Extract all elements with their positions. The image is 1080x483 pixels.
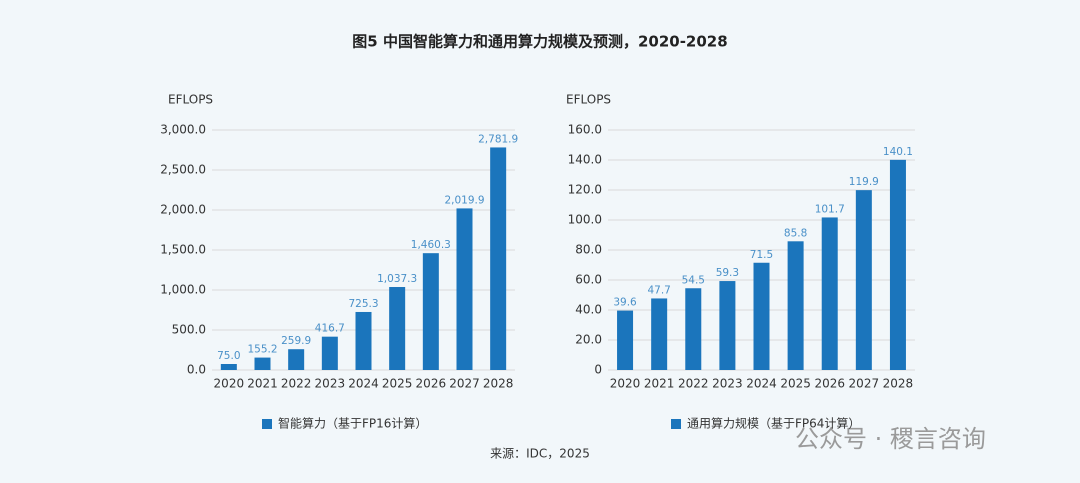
- x-tick-label: 2020: [214, 377, 245, 391]
- value-label: 416.7: [315, 323, 345, 335]
- bar: [651, 298, 668, 370]
- bar: [220, 364, 237, 370]
- x-tick-label: 2022: [281, 377, 312, 391]
- x-tick-label: 2022: [678, 377, 709, 391]
- bar: [685, 288, 702, 370]
- x-tick-label: 2025: [780, 377, 811, 391]
- y-tick-label: 500.0: [172, 323, 206, 337]
- value-label: 140.1: [883, 146, 913, 158]
- x-tick-label: 2023: [315, 377, 346, 391]
- bar: [617, 310, 634, 370]
- bar: [719, 281, 736, 370]
- bar: [456, 208, 473, 370]
- x-tick-label: 2027: [449, 377, 480, 391]
- bar: [254, 357, 271, 370]
- y-tick-label: 2,500.0: [160, 163, 206, 177]
- y-tick-label: 80.0: [575, 243, 602, 257]
- bar: [889, 159, 906, 370]
- y-tick-label: 1,500.0: [160, 243, 206, 257]
- x-tick-label: 2023: [712, 377, 743, 391]
- y-tick-label: 160.0: [568, 123, 602, 137]
- bar: [288, 349, 305, 370]
- y-tick-label: 0.0: [187, 363, 206, 377]
- x-tick-label: 2020: [610, 377, 641, 391]
- bar: [422, 253, 439, 370]
- value-label: 39.6: [613, 297, 637, 309]
- x-tick-label: 2027: [849, 377, 880, 391]
- value-label: 2,019.9: [444, 194, 484, 206]
- value-label: 259.9: [281, 335, 311, 347]
- bar: [821, 217, 838, 370]
- y-tick-label: 60.0: [575, 273, 602, 287]
- y-tick-label: 2,000.0: [160, 203, 206, 217]
- bar: [490, 147, 507, 370]
- x-tick-label: 2026: [814, 377, 845, 391]
- value-label: 101.7: [815, 203, 845, 215]
- watermark: 公众号 · 稷言咨询: [795, 425, 986, 453]
- value-label: 75.0: [217, 350, 240, 362]
- x-tick-label: 2025: [382, 377, 413, 391]
- value-label: 155.2: [247, 344, 277, 356]
- value-label: 47.7: [647, 284, 670, 296]
- y-tick-label: 1,000.0: [160, 283, 206, 297]
- value-label: 1,460.3: [411, 239, 451, 251]
- y-tick-label: 140.0: [568, 153, 602, 167]
- bar: [753, 262, 770, 370]
- value-label: 54.5: [682, 274, 705, 286]
- value-label: 119.9: [849, 176, 879, 188]
- value-label: 725.3: [348, 298, 378, 310]
- x-tick-label: 2028: [483, 377, 514, 391]
- bar: [389, 287, 406, 370]
- page-title: 图5 中国智能算力和通用算力规模及预测，2020-2028: [352, 33, 727, 51]
- y-tick-label: 20.0: [575, 333, 602, 347]
- legend-label: 通用算力规模（基于FP64计算）: [687, 416, 860, 431]
- legend-swatch: [262, 419, 272, 429]
- y-tick-label: 40.0: [575, 303, 602, 317]
- x-tick-label: 2021: [247, 377, 278, 391]
- y-tick-label: 0: [594, 363, 602, 377]
- legend-swatch: [671, 419, 681, 429]
- y-axis-label: EFLOPS: [168, 93, 213, 107]
- bar: [321, 336, 338, 370]
- bar: [355, 311, 372, 370]
- value-label: 85.8: [784, 227, 807, 239]
- y-tick-label: 3,000.0: [160, 123, 206, 137]
- x-tick-label: 2024: [746, 377, 777, 391]
- x-tick-label: 2028: [883, 377, 914, 391]
- bar: [855, 190, 872, 370]
- legend-label: 智能算力（基于FP16计算）: [278, 416, 427, 431]
- x-tick-label: 2026: [416, 377, 447, 391]
- x-tick-label: 2021: [644, 377, 675, 391]
- value-label: 1,037.3: [377, 273, 417, 285]
- y-tick-label: 100.0: [568, 213, 602, 227]
- bar: [787, 241, 804, 370]
- y-tick-label: 120.0: [568, 183, 602, 197]
- y-axis-label: EFLOPS: [566, 93, 611, 107]
- source-note: 来源：IDC，2025: [490, 447, 590, 461]
- value-label: 71.5: [750, 249, 773, 261]
- value-label: 2,781.9: [478, 133, 518, 145]
- x-tick-label: 2024: [348, 377, 379, 391]
- value-label: 59.3: [716, 267, 739, 279]
